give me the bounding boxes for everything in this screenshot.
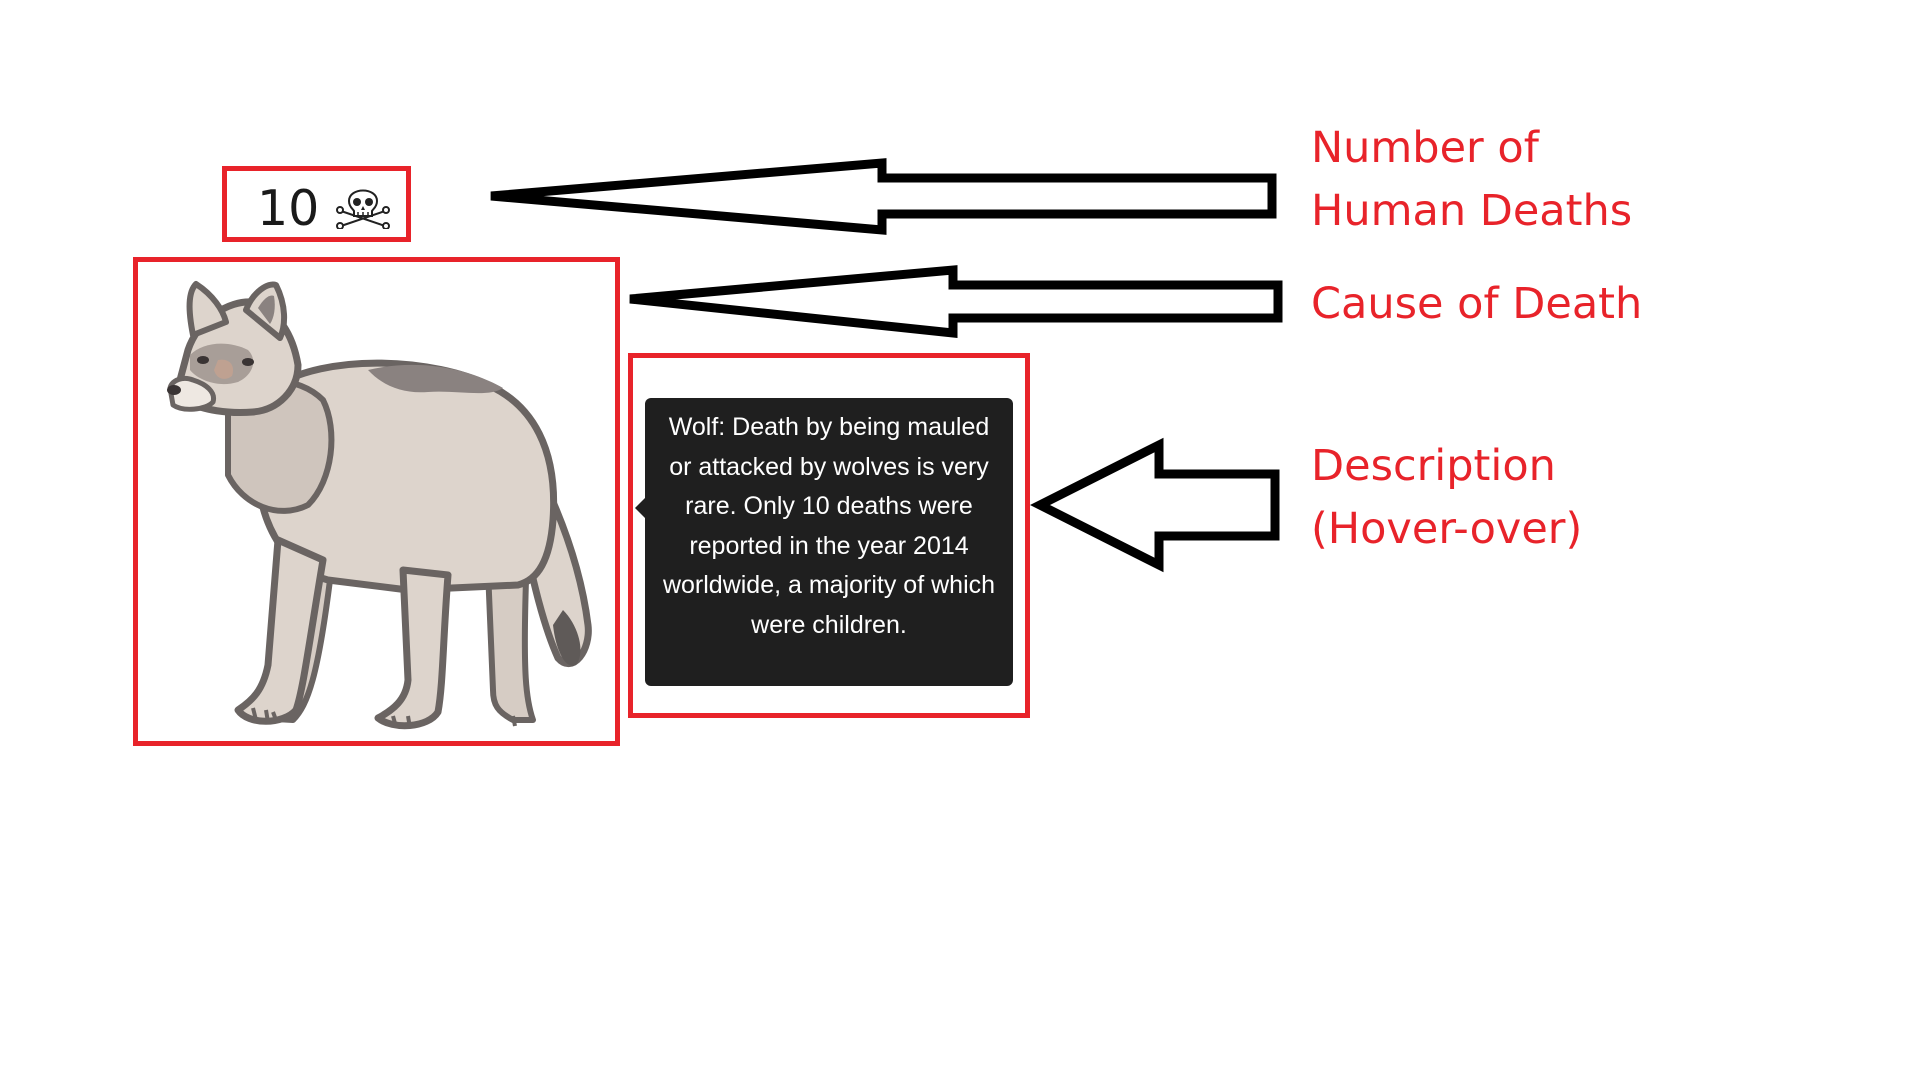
death-count-box: 10 bbox=[222, 166, 411, 242]
label-number-of-human-deaths: Number of Human Deaths bbox=[1311, 117, 1632, 243]
label-cause-of-death: Cause of Death bbox=[1311, 279, 1643, 329]
death-count-value: 10 bbox=[257, 180, 320, 237]
label-description-hover-over: Description (Hover-over) bbox=[1311, 435, 1582, 561]
label-description-line1: Description bbox=[1311, 441, 1556, 491]
label-deaths-line1: Number of bbox=[1311, 123, 1539, 173]
wolf-illustration bbox=[167, 281, 592, 730]
description-tooltip: Wolf: Death by being mauled or attacked … bbox=[635, 398, 1013, 686]
arrow-to-description bbox=[1030, 437, 1280, 573]
cause-of-death-image-box[interactable] bbox=[133, 257, 620, 746]
arrow-to-deaths bbox=[490, 158, 1277, 235]
arrow-to-cause bbox=[629, 265, 1283, 338]
label-description-line2: (Hover-over) bbox=[1311, 504, 1583, 554]
tooltip-caret bbox=[635, 498, 645, 518]
description-tooltip-box: Wolf: Death by being mauled or attacked … bbox=[628, 353, 1030, 718]
skull-and-crossbones-icon bbox=[336, 189, 390, 229]
label-deaths-line2: Human Deaths bbox=[1311, 186, 1633, 236]
tooltip-text: Wolf: Death by being mauled or attacked … bbox=[662, 413, 996, 639]
